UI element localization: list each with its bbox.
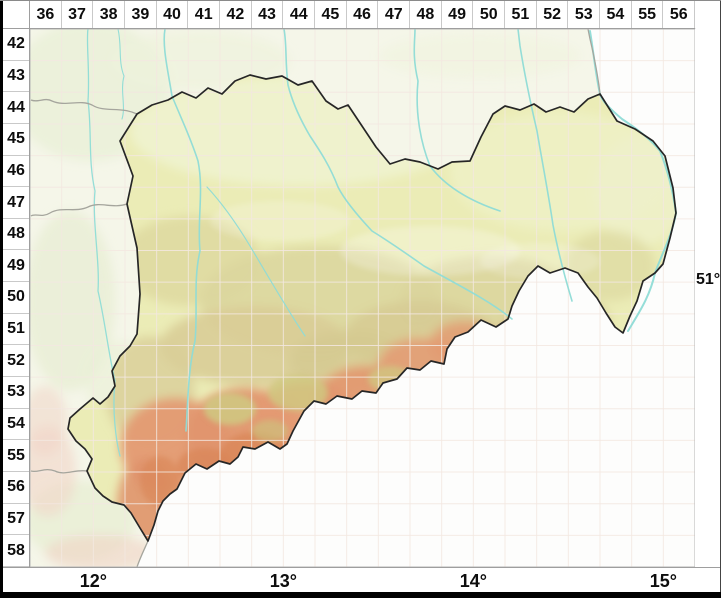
river-mulde bbox=[163, 29, 202, 432]
mtb-grid-lines bbox=[30, 29, 695, 567]
row-header-52: 52 bbox=[3, 345, 29, 378]
row-header-47: 47 bbox=[3, 187, 29, 219]
column-header-45: 45 bbox=[315, 1, 347, 28]
state-border bbox=[67, 74, 677, 542]
column-header-47: 47 bbox=[378, 1, 411, 28]
longitude-label-3: 14° bbox=[459, 571, 487, 591]
left-frame-edge bbox=[0, 1, 3, 598]
column-header-43: 43 bbox=[251, 1, 284, 28]
column-header-38: 38 bbox=[93, 1, 126, 28]
column-header-54: 54 bbox=[600, 1, 632, 28]
row-header-56: 56 bbox=[3, 471, 29, 504]
column-header-52: 52 bbox=[536, 1, 569, 28]
row-header-50: 50 bbox=[3, 282, 29, 314]
row-header-53: 53 bbox=[3, 377, 29, 409]
row-header-45: 45 bbox=[3, 123, 29, 156]
column-header-51: 51 bbox=[505, 1, 537, 28]
column-header-50: 50 bbox=[473, 1, 506, 28]
row-header-42: 42 bbox=[3, 29, 29, 61]
river-spree bbox=[517, 29, 573, 302]
grid-corner-cell bbox=[3, 1, 30, 29]
row-header-43: 43 bbox=[3, 60, 29, 93]
column-header-40: 40 bbox=[156, 1, 189, 28]
column-header-42: 42 bbox=[220, 1, 252, 28]
neighbor-borders bbox=[30, 29, 601, 567]
foreign-territory bbox=[137, 29, 695, 567]
row-header-58: 58 bbox=[3, 535, 29, 567]
longitude-label-2: 13° bbox=[269, 571, 297, 591]
right-margin bbox=[695, 29, 721, 567]
longitude-label-1: 12° bbox=[79, 571, 107, 591]
column-header-53: 53 bbox=[568, 1, 601, 28]
column-header-48: 48 bbox=[410, 1, 442, 28]
row-header-55: 55 bbox=[3, 440, 29, 472]
river-schwarze-elster bbox=[413, 29, 501, 212]
column-header-46: 46 bbox=[346, 1, 379, 28]
border-poland-north bbox=[587, 29, 601, 95]
column-header-56: 56 bbox=[663, 1, 696, 28]
row-header-48: 48 bbox=[3, 218, 29, 251]
bottom-frame-bar bbox=[0, 592, 721, 598]
row-header-46: 46 bbox=[3, 155, 29, 188]
column-header-41: 41 bbox=[188, 1, 221, 28]
latitude-label: 51° bbox=[696, 271, 721, 288]
row-header-44: 44 bbox=[3, 92, 29, 124]
longitude-axis: 12° 13° 14° 15° bbox=[0, 567, 721, 593]
row-header-57: 57 bbox=[3, 503, 29, 536]
river-elbe bbox=[283, 29, 513, 320]
row-header-column: 42 43 44 45 46 47 48 49 50 51 52 53 54 55 56 57 58 bbox=[3, 29, 30, 567]
border-thuringia-2 bbox=[30, 203, 128, 217]
row-header-54: 54 bbox=[3, 408, 29, 441]
river-pleisse bbox=[117, 29, 125, 120]
column-header-39: 39 bbox=[125, 1, 157, 28]
border-bavaria-west bbox=[30, 468, 88, 474]
row-header-49: 49 bbox=[3, 250, 29, 283]
border-thuringia-1 bbox=[30, 98, 138, 115]
column-header-55: 55 bbox=[631, 1, 664, 28]
column-header-36: 36 bbox=[30, 1, 62, 28]
longitude-label-4: 15° bbox=[649, 571, 677, 591]
column-header-44: 44 bbox=[283, 1, 316, 28]
column-header-row: 36 37 38 39 40 41 42 43 44 45 46 47 48 49 50 51 52 53 54 55… bbox=[30, 1, 696, 29]
column-header-37: 37 bbox=[61, 1, 94, 28]
column-header-49: 49 bbox=[441, 1, 474, 28]
river-freiberger-mulde bbox=[206, 186, 306, 337]
row-header-51: 51 bbox=[3, 313, 29, 346]
border-czech-bavaria bbox=[136, 540, 149, 567]
